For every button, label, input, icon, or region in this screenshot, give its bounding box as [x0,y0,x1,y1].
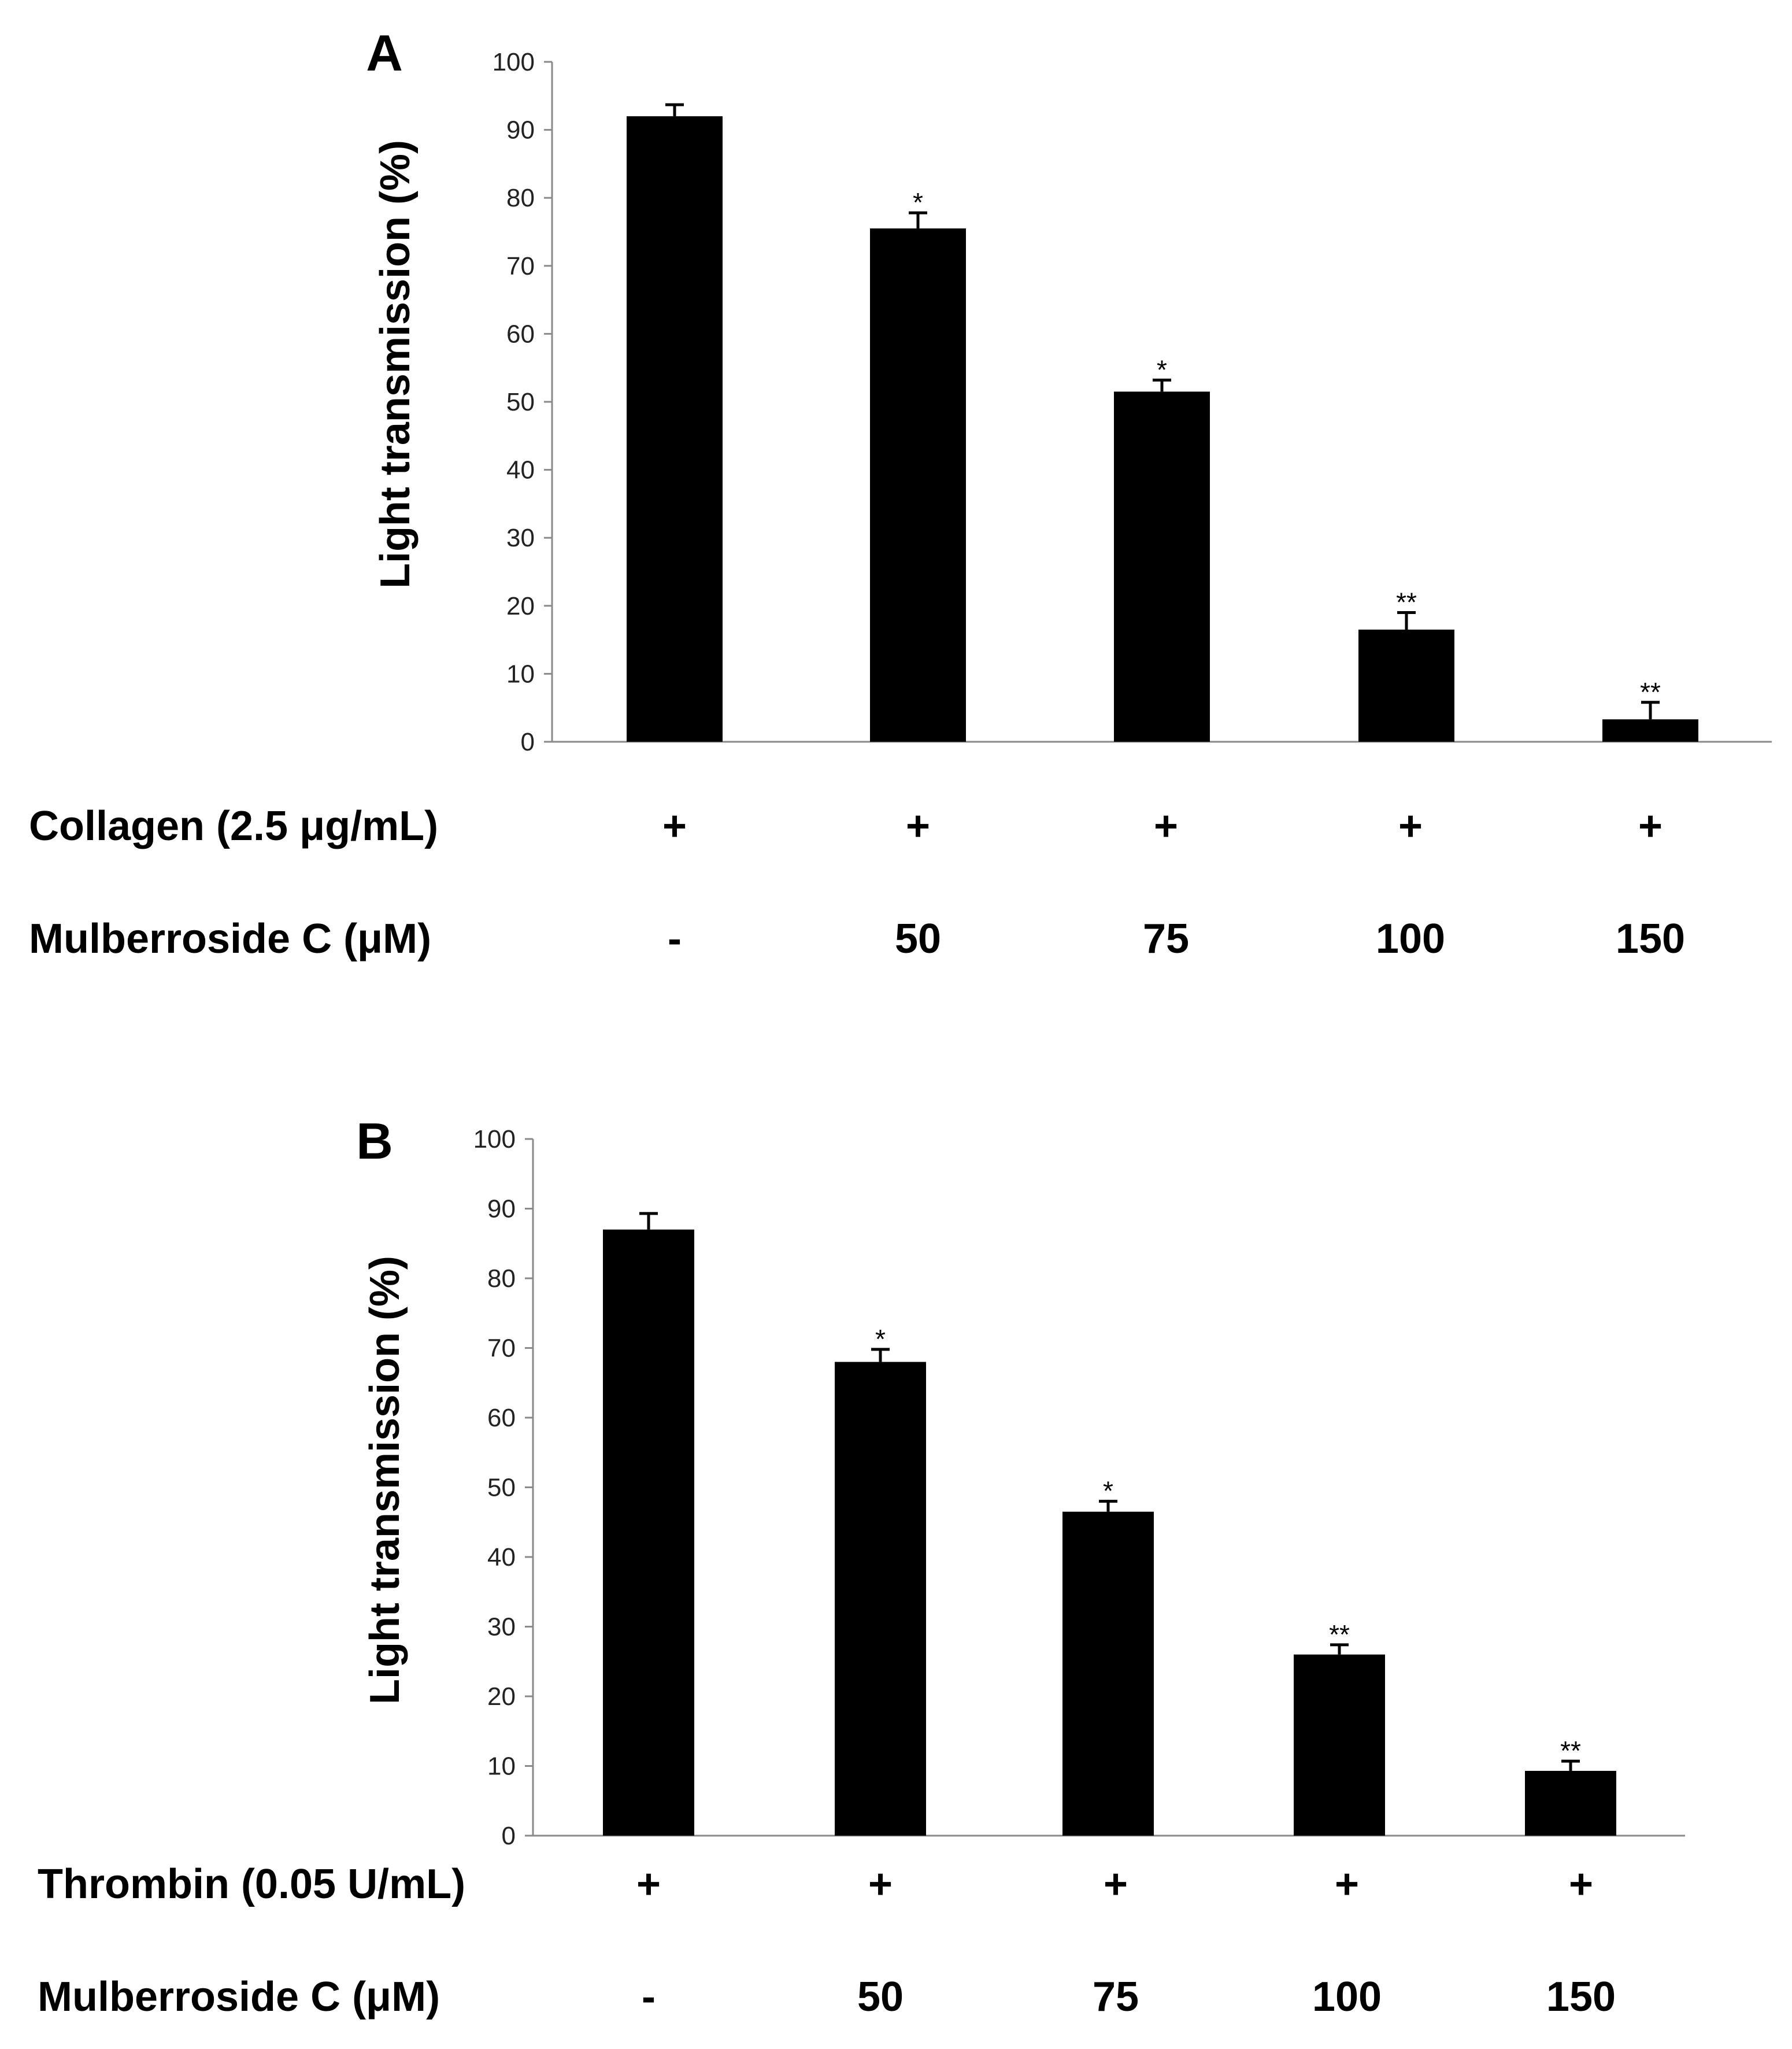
significance-mark: ** [1560,1736,1581,1766]
condition-value: + [662,803,687,849]
condition-value: + [1104,1861,1128,1907]
y-tick-label: 0 [521,728,535,756]
bar [1602,719,1698,742]
y-tick-label: 50 [506,388,535,416]
y-tick-label: 80 [506,184,535,212]
bar [835,1362,926,1836]
y-tick-label: 60 [487,1404,516,1432]
y-tick-label: 60 [506,320,535,348]
y-tick-label: 90 [487,1195,516,1223]
condition-value: + [1638,803,1663,849]
y-tick-label: 50 [487,1474,516,1502]
significance-mark: ** [1396,587,1417,617]
condition-value: + [636,1861,661,1907]
bar [603,1229,694,1836]
bar [1358,629,1454,742]
bar [1294,1654,1385,1836]
y-tick-label: 0 [502,1822,516,1850]
bar [870,228,966,742]
condition-value: - [642,1974,656,2020]
condition-value: + [868,1861,893,1907]
y-tick-label: 40 [506,456,535,484]
bar [1525,1770,1616,1836]
condition-value: 75 [1093,1974,1139,2020]
y-tick-label: 40 [487,1543,516,1571]
condition-value: + [1398,803,1423,849]
condition-value: 150 [1616,916,1685,962]
significance-mark: ** [1329,1619,1350,1649]
y-tick-label: 30 [487,1613,516,1641]
y-axis-label: Light transmission (%) [362,1256,408,1704]
condition-label: Mulberroside C (μM) [38,1974,440,2020]
condition-value: 100 [1376,916,1445,962]
significance-mark: * [1103,1476,1113,1506]
panel-letter: B [356,1112,393,1170]
y-tick-label: 10 [506,660,535,688]
condition-value: - [668,916,682,962]
condition-value: + [1154,803,1178,849]
significance-mark: ** [1640,677,1661,707]
y-tick-label: 100 [493,48,535,76]
condition-label: Mulberroside C (μM) [29,916,431,962]
y-tick-label: 20 [506,592,535,620]
condition-value: 150 [1546,1974,1616,2020]
significance-mark: * [913,187,923,217]
y-tick-label: 30 [506,524,535,552]
condition-value: 50 [895,916,941,962]
significance-mark: * [1157,354,1167,384]
y-tick-label: 100 [473,1125,516,1153]
bar [627,116,723,742]
condition-value: 50 [857,1974,904,2020]
panel-letter: A [366,24,403,82]
y-axis-label: Light transmission (%) [372,140,419,589]
y-tick-label: 80 [487,1264,516,1293]
chart-panel-a: A 0 10 20 30 40 50 60 70 80 90 100 Light transmissio… [29,24,1772,962]
y-tick-label: 90 [506,116,535,145]
y-tick-label: 70 [506,252,535,280]
bar [1062,1511,1154,1836]
y-tick-label: 10 [487,1752,516,1781]
condition-value: 75 [1143,916,1189,962]
condition-label: Thrombin (0.05 U/mL) [38,1861,465,1907]
bar [1114,391,1210,742]
significance-mark: * [875,1324,886,1354]
condition-value: + [1335,1861,1359,1907]
condition-value: + [906,803,930,849]
condition-label: Collagen (2.5 μg/mL) [29,803,438,849]
y-tick-label: 20 [487,1682,516,1711]
condition-value: + [1569,1861,1593,1907]
condition-value: 100 [1312,1974,1382,2020]
y-tick-label: 70 [487,1334,516,1363]
chart-panel-b: B 0 10 20 30 40 50 60 70 80 90 100 Light transmissio… [38,1112,1685,2020]
